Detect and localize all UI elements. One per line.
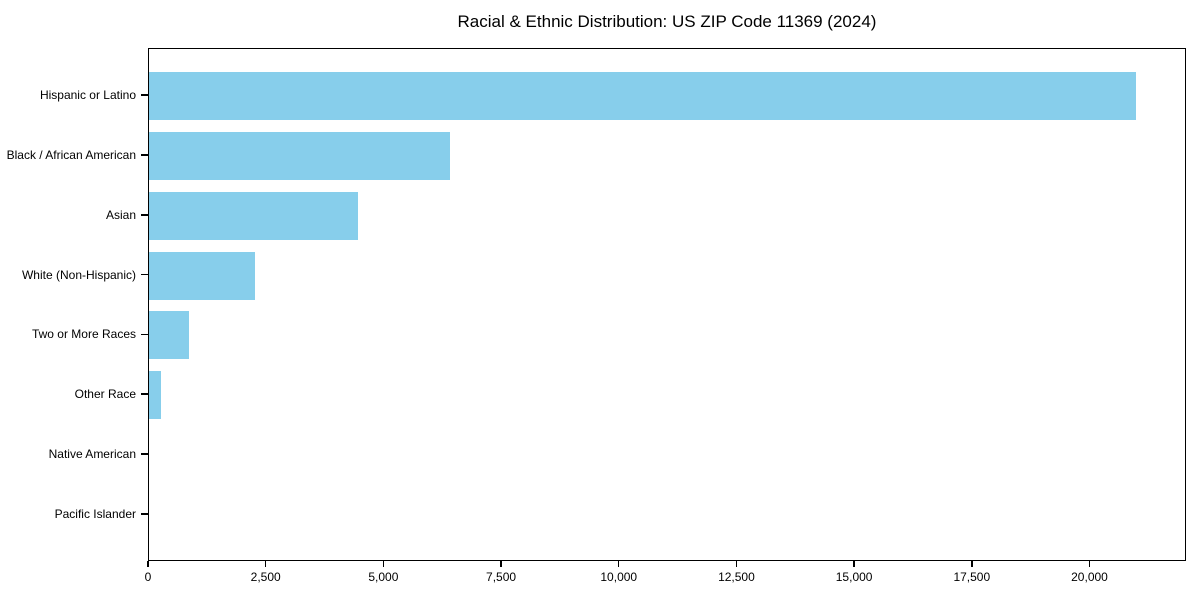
chart-title: Racial & Ethnic Distribution: US ZIP Cod… [457, 12, 877, 31]
x-tick-label: 17,500 [953, 570, 991, 584]
bar-asian [149, 191, 359, 240]
x-tick-label: 2,500 [250, 570, 281, 584]
y-tick-mark [141, 273, 148, 276]
x-tick-label: 15,000 [835, 570, 873, 584]
y-tick-label: White (Non-Hispanic) [21, 267, 136, 282]
x-tick-mark [853, 561, 855, 567]
y-tick-label: Pacific Islander [54, 506, 136, 521]
x-tick-label: 20,000 [1071, 570, 1108, 584]
x-tick-mark [147, 561, 149, 567]
y-tick-label: Other Race [74, 387, 136, 402]
bar-two-or-more-races [149, 311, 189, 360]
y-tick-mark [141, 154, 148, 156]
y-tick-mark [141, 513, 148, 515]
x-tick-mark [617, 561, 620, 567]
x-tick-mark [1088, 561, 1091, 567]
y-tick-label: Asian [105, 207, 136, 222]
y-tick-mark [141, 393, 148, 395]
x-tick-mark [971, 561, 973, 567]
plot-area [148, 48, 1186, 561]
x-tick-mark [735, 561, 738, 567]
bar-hispanic-or-latino [149, 72, 1136, 121]
y-axis: Hispanic or Latino Black / African Americ… [0, 48, 148, 561]
x-axis: 0 2,500 5,000 7,500 10,000 12,500 15,000 17,500… [144, 561, 1186, 597]
x-tick-mark [382, 561, 385, 567]
y-tick-mark [141, 453, 148, 455]
y-tick-mark [141, 94, 148, 96]
y-tick-label: Two or More Races [31, 327, 136, 342]
bar-other-race [149, 371, 161, 420]
x-tick-label: 0 [144, 570, 152, 584]
x-tick-label: 12,500 [718, 570, 755, 584]
x-tick-mark [264, 561, 267, 567]
y-tick-label: Hispanic or Latino [39, 88, 136, 103]
y-tick-mark [141, 333, 148, 336]
y-tick-label: Black / African American [6, 148, 136, 163]
x-tick-label: 5,000 [368, 570, 399, 584]
x-tick-label: 10,000 [600, 570, 638, 584]
bar-black-african-american [149, 132, 450, 180]
x-tick-label: 7,500 [486, 570, 517, 584]
y-tick-label: Native American [48, 446, 136, 461]
bar-white-non-hispanic [149, 251, 255, 300]
y-tick-mark [141, 214, 148, 216]
x-tick-mark [500, 561, 502, 567]
